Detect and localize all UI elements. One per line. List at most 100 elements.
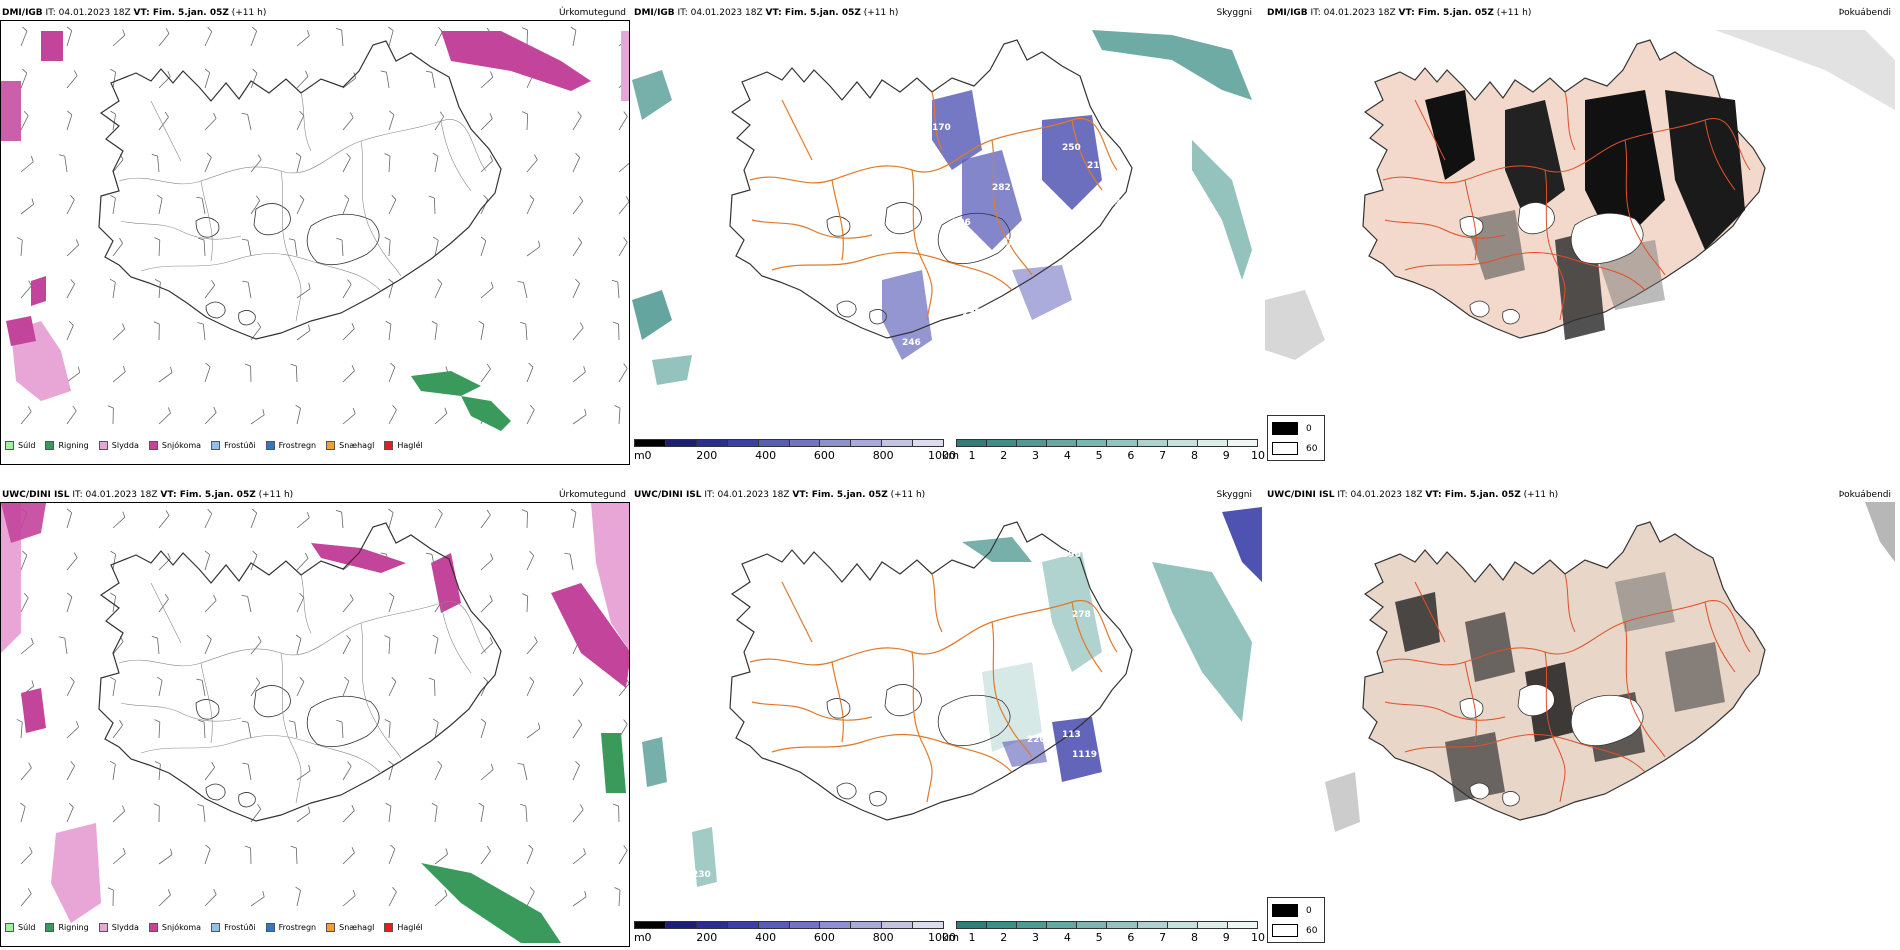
wind-barb-flag	[614, 887, 621, 891]
wind-barb-flag	[77, 366, 81, 373]
wind-barb	[526, 681, 535, 697]
wind-barb	[388, 282, 394, 299]
wind-barb-flag	[207, 508, 213, 514]
wind-barb-flag	[384, 153, 391, 157]
colorbar-tick: 10	[1251, 449, 1265, 462]
wind-barb-flag	[244, 845, 251, 849]
wind-barb-flag	[241, 238, 249, 241]
wind-barb	[158, 372, 173, 383]
colorbar-cell	[1197, 922, 1228, 928]
wind-barb-flag	[579, 322, 584, 328]
wind-barb	[247, 596, 252, 613]
colorbar-tick: 200	[696, 449, 718, 462]
colorbar-tick: 2	[1000, 449, 1008, 462]
cloud-base-label: 170	[932, 123, 951, 133]
wind-barb	[526, 29, 528, 47]
wind-barb	[342, 810, 355, 823]
snow-area	[31, 276, 46, 306]
wind-barb-flag	[389, 110, 395, 116]
legend-swatch	[45, 923, 55, 932]
wind-barb	[204, 72, 211, 89]
legend-label: Súld	[18, 923, 36, 932]
wind-barb-flag	[351, 323, 355, 329]
wind-barb	[342, 117, 354, 131]
wind-barb-flag	[109, 278, 116, 283]
colorbar-tick: 600	[813, 449, 835, 462]
wind-barb-flag	[299, 194, 305, 200]
wind-barb	[480, 722, 487, 739]
legend-label: Slydda	[111, 441, 139, 450]
wind-barb	[204, 412, 217, 425]
wind-barb-flag	[478, 802, 485, 807]
wind-barb-flag	[305, 70, 309, 77]
wind-barb-flag	[295, 634, 302, 639]
wind-barb-flag	[522, 593, 528, 597]
it-label: IT:	[704, 490, 715, 500]
map-area: Súld Rigning Slydda Snjókoma Frostúði Frostre…	[0, 20, 630, 465]
fog-legend-item: 0	[1272, 422, 1312, 435]
wind-barb	[20, 597, 29, 613]
colorbar-tick: 3	[1032, 931, 1040, 944]
wind-barb-flag	[213, 594, 217, 601]
wind-barb-flag	[388, 26, 394, 31]
wind-barb-flag	[538, 240, 541, 247]
wind-barb-flag	[110, 592, 116, 597]
wind-barb	[572, 201, 584, 215]
wind-barb	[526, 113, 529, 131]
fog-area	[1715, 30, 1895, 110]
fog-legend-item: 60	[1272, 442, 1317, 455]
colorbar-cell	[1077, 440, 1108, 446]
wind-barb	[526, 511, 528, 529]
wind-barb-flag	[119, 719, 123, 726]
wind-barb-flag	[575, 278, 580, 284]
wind-barb-flag	[425, 552, 433, 555]
wind-barb-flag	[486, 509, 491, 516]
wind-barb-flag	[575, 760, 580, 766]
cloud-base-colorbar	[634, 921, 944, 929]
wind-barb	[112, 764, 116, 781]
wind-barb	[204, 554, 211, 571]
wind-barb-flag	[521, 509, 528, 513]
legend-item: Súld	[5, 441, 35, 450]
wind-barb-flag	[346, 153, 351, 159]
colorbar-tick: 6	[1127, 449, 1135, 462]
wind-barb	[20, 411, 32, 425]
colorbar-tick: 600	[813, 931, 835, 944]
low-cloud-area	[1002, 737, 1047, 767]
wind-barb	[296, 597, 305, 613]
wind-barb	[250, 414, 265, 425]
wind-barb	[247, 114, 252, 131]
wind-barb-flag	[351, 847, 355, 853]
wind-barb	[572, 414, 587, 425]
legend-item: Rigning	[45, 923, 89, 932]
fog-area	[1265, 290, 1325, 360]
wind-barb-flag	[110, 676, 116, 681]
wind-barb	[434, 283, 443, 299]
low-cloud-area	[1222, 507, 1262, 582]
wind-barb-flag	[584, 408, 587, 415]
wind-barb	[572, 683, 584, 697]
wind-barb	[204, 366, 211, 383]
colorbar-cell	[1077, 922, 1108, 928]
colorbar-tick: 7	[1159, 931, 1167, 944]
wind-barb	[20, 72, 28, 89]
colorbar-tick: 7	[1159, 449, 1167, 462]
wind-barb	[158, 33, 170, 47]
legend-label: Rigning	[58, 923, 89, 932]
wind-barb	[480, 514, 491, 529]
colorbar-tick: 8	[1190, 931, 1198, 944]
wind-barb-flag	[628, 637, 629, 639]
wind-barb	[388, 764, 394, 781]
lead-time: (+11 h)	[1496, 8, 1532, 18]
colorbar-cell	[1167, 440, 1198, 446]
fog-legend-item: 0	[1272, 904, 1312, 917]
colorbar-cell	[957, 922, 988, 928]
colorbar-tick: 1000	[928, 931, 956, 944]
low-visibility-area	[642, 737, 667, 787]
cloud-base-label: 1013	[1112, 720, 1137, 730]
wind-barb-flag	[570, 508, 577, 513]
colorbar-cell	[851, 440, 883, 446]
wind-barb-flag	[206, 152, 212, 158]
wind-barb	[525, 324, 528, 341]
fog-legend-item: 60	[1272, 924, 1317, 937]
